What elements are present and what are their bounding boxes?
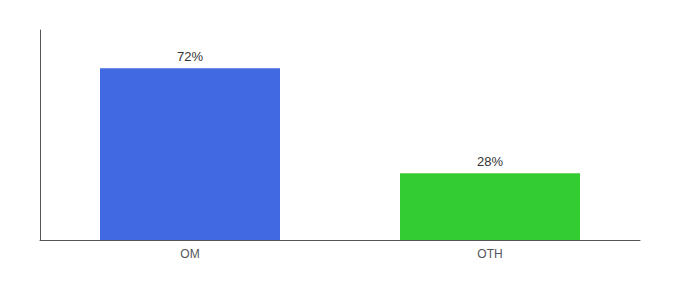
svg-text:OM: OM <box>180 247 199 261</box>
svg-text:OTH: OTH <box>477 247 502 261</box>
svg-text:72%: 72% <box>177 49 203 64</box>
svg-text:28%: 28% <box>477 154 503 169</box>
